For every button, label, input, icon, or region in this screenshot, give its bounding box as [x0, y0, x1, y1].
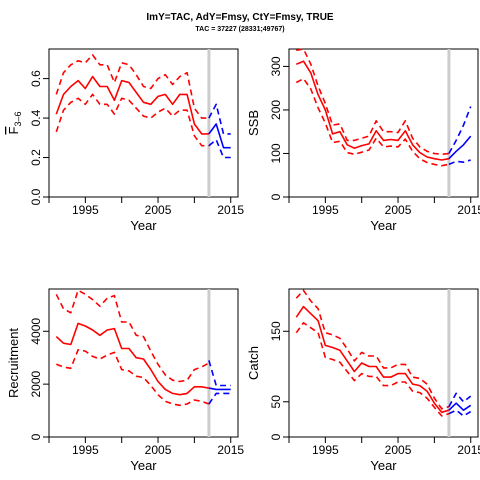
- x-tick-label: 2005: [145, 443, 172, 457]
- projection-lower-line: [448, 159, 471, 166]
- y-tick-label: 200: [269, 100, 283, 120]
- y-tick-label: 0.6: [29, 70, 43, 87]
- projection-lower-line: [208, 139, 231, 159]
- x-tick-label: 1995: [312, 203, 339, 217]
- x-tick-label: 2015: [217, 203, 244, 217]
- y-tick-label: 0: [29, 433, 43, 440]
- y-tick-label: 0.0: [29, 188, 43, 205]
- projection-upper-line: [448, 106, 472, 154]
- y-tick-label: 0.4: [29, 109, 43, 126]
- historical-upper-line: [55, 289, 210, 383]
- historical-lower-line: [295, 321, 450, 417]
- projection-median-line: [448, 402, 472, 412]
- y-axis-label: F3–6: [6, 112, 23, 135]
- x-tick-label: 2015: [457, 203, 480, 217]
- x-tick-label: 2005: [145, 203, 172, 217]
- y-axis-label: Catch: [246, 346, 261, 380]
- x-tick-label: 1995: [72, 443, 99, 457]
- y-tick-label: 150: [269, 321, 283, 341]
- y-tick-label: 100: [269, 143, 283, 163]
- y-tick-label: 50: [269, 395, 283, 409]
- x-axis-label: Year: [130, 458, 157, 473]
- y-axis-label-main: F: [6, 126, 21, 134]
- panel-3: 1995 2005 2015 0 2000 4000 Year Recruitment: [6, 288, 244, 473]
- historical-median-line: [55, 322, 210, 396]
- y-tick-label: 4000: [29, 318, 43, 345]
- projection-upper-line: [208, 360, 231, 387]
- x-tick-label: 2015: [217, 443, 244, 457]
- projection-upper-line: [448, 392, 472, 408]
- x-axis-label: Year: [370, 218, 397, 233]
- y-tick-label: 0: [269, 193, 283, 200]
- panel-2: 1995 2005 2015 0 100 200 300 Year SSB: [246, 48, 480, 233]
- projection-median-line: [208, 123, 231, 149]
- figure-title: ImY=TAC, AdY=Fmsy, CtY=Fmsy, TRUE: [146, 12, 334, 23]
- plot-frame: [288, 48, 479, 198]
- historical-upper-line: [55, 54, 209, 119]
- x-axis-label: Year: [130, 218, 157, 233]
- plot-frame: [48, 48, 239, 198]
- historical-median-line: [55, 75, 209, 135]
- x-tick-label: 2005: [385, 443, 412, 457]
- historical-upper-line: [295, 289, 450, 410]
- y-tick-label: 2000: [29, 370, 43, 397]
- y-axis-label-sub: 3–6: [13, 112, 23, 127]
- projection-median-line: [448, 135, 472, 160]
- y-axis-label: Recruitment: [6, 328, 21, 398]
- projection-upper-line: [208, 103, 231, 135]
- x-axis-label: Year: [370, 458, 397, 473]
- projection-lower-line: [448, 409, 472, 417]
- historical-lower-line: [55, 93, 209, 147]
- plot-frame: [48, 288, 239, 438]
- panel-4: 1995 2005 2015 0 50 150 Year Catch: [246, 288, 480, 473]
- x-tick-label: 2015: [457, 443, 480, 457]
- x-tick-label: 1995: [312, 443, 339, 457]
- y-tick-label: 0.2: [29, 149, 43, 166]
- historical-median-line: [295, 60, 450, 161]
- historical-lower-line: [56, 348, 210, 407]
- historical-upper-line: [296, 48, 449, 156]
- figure-subtitle: TAC = 37227 (28331;49767): [195, 26, 284, 33]
- y-tick-label: 0: [269, 433, 283, 440]
- projection-lower-line: [208, 392, 231, 405]
- panel-1: 1995 2005 2015 0.0 0.2 0.4 0.6 Year F3–6: [6, 48, 244, 233]
- projection-median-line: [208, 387, 231, 391]
- historical-lower-line: [295, 77, 450, 167]
- historical-median-line: [295, 305, 450, 414]
- x-tick-label: 2005: [385, 203, 412, 217]
- x-tick-label: 1995: [72, 203, 99, 217]
- plot-frame: [288, 288, 479, 438]
- y-tick-label: 300: [269, 56, 283, 76]
- y-axis-label: SSB: [246, 110, 261, 136]
